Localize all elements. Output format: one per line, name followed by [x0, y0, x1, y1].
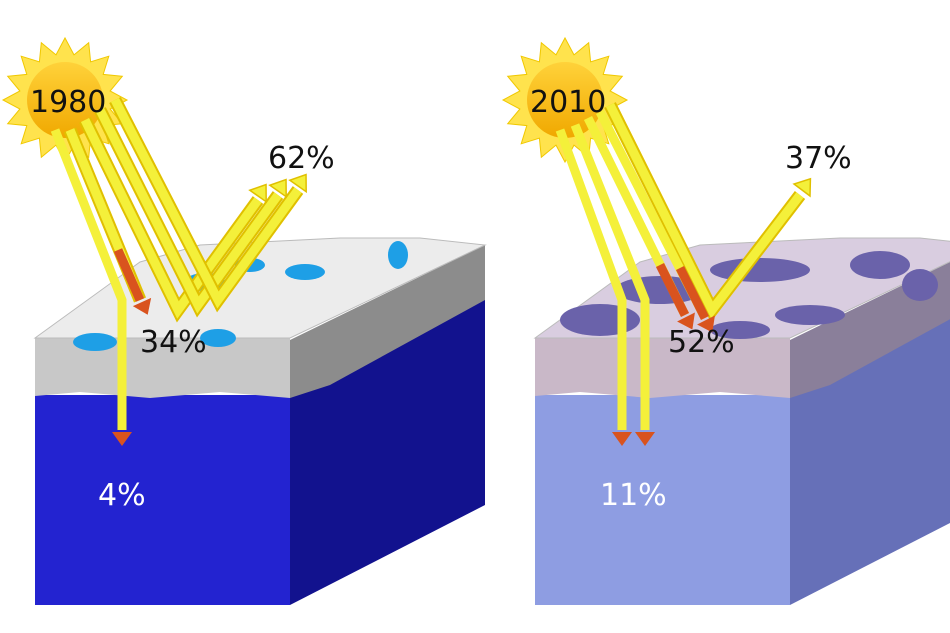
- melt-pond: [710, 258, 810, 282]
- sun-core: [27, 62, 103, 138]
- melt-pond: [285, 264, 325, 280]
- year-label: 2010: [530, 85, 606, 120]
- arrowhead: [132, 297, 152, 315]
- ocean-absorbed-percent: 11%: [600, 478, 667, 513]
- ice-side-front: [35, 338, 290, 398]
- melt-pond: [902, 269, 938, 301]
- melt-pond: [388, 241, 408, 269]
- melt-pond: [200, 329, 236, 347]
- melt-pond: [560, 304, 640, 336]
- reflected-ray: [80, 118, 262, 319]
- sun-core: [527, 62, 603, 138]
- arrowhead: [792, 177, 812, 198]
- arrowhead: [635, 432, 655, 446]
- absorbed-ray-tip: [655, 262, 690, 318]
- ice-side-front: [535, 338, 790, 398]
- ice-absorbed-percent: 52%: [668, 325, 735, 360]
- panel-1980: 1980 62% 34% 4%: [1, 36, 487, 605]
- ocean-front-face: [535, 395, 790, 605]
- arrowhead: [268, 178, 287, 199]
- reflected-percent: 37%: [785, 141, 852, 176]
- year-label: 1980: [30, 85, 106, 120]
- absorbed-ray-tip: [113, 248, 145, 302]
- melt-pond: [775, 305, 845, 325]
- panel-2010: 2010 37% 52% 11%: [501, 36, 950, 605]
- melt-pond: [850, 251, 910, 279]
- arrowhead: [697, 315, 715, 333]
- arrowhead: [112, 432, 132, 446]
- reflected-ray: [110, 97, 302, 309]
- reflected-ray: [95, 107, 282, 314]
- ocean-front-face: [35, 395, 290, 605]
- absorbed-ray-tip: [675, 265, 710, 321]
- arrowhead: [248, 183, 267, 204]
- arrowhead: [288, 173, 307, 194]
- ocean-absorbed-percent: 4%: [98, 478, 146, 513]
- melt-pond: [73, 333, 117, 351]
- ice-side-right: [290, 245, 485, 398]
- reflected-ray: [605, 102, 804, 319]
- reflected-percent: 62%: [268, 141, 335, 176]
- arrowhead: [677, 312, 695, 330]
- melt-pond: [710, 321, 770, 339]
- arrowhead: [612, 432, 632, 446]
- ice-absorbed-percent: 34%: [140, 325, 207, 360]
